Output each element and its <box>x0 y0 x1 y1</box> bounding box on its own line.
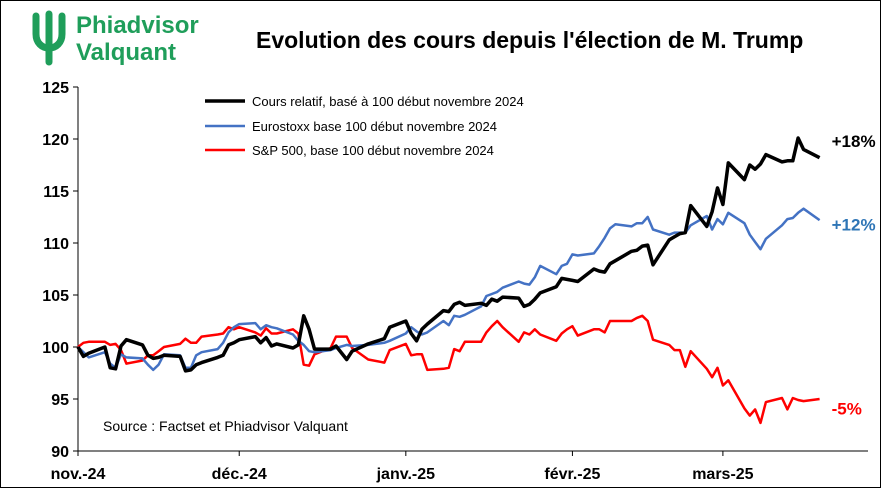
series-end-label: +12% <box>832 215 876 234</box>
y-tick-label: 100 <box>42 340 69 357</box>
logo-text-phiadvisor: Phiadvisor <box>76 12 199 39</box>
x-tick-label: nov.-24 <box>51 466 106 483</box>
series-end-label: +18% <box>832 132 876 151</box>
series-end-label: -5% <box>832 399 862 418</box>
y-tick-label: 95 <box>51 392 69 409</box>
y-tick-label: 125 <box>42 80 69 97</box>
x-tick-label: févr.-25 <box>544 466 600 483</box>
legend-entry: Eurostoxx base 100 début novembre 2024 <box>252 119 497 134</box>
phi-logo-icon <box>32 10 66 66</box>
y-tick-label: 110 <box>43 236 69 253</box>
series-line-sp500 <box>77 314 820 425</box>
legend-entry: Cours relatif, basé à 100 début novembre… <box>252 94 524 109</box>
x-tick-label: janv.-25 <box>376 466 436 483</box>
legend-entry: S&P 500, base 100 début novembre 2024 <box>252 143 494 158</box>
y-tick-label: 90 <box>51 444 69 461</box>
series-line-relative <box>76 136 821 373</box>
logo-text-valquant: Valquant <box>76 39 177 66</box>
y-tick-label: 105 <box>42 288 69 305</box>
chart-title: Evolution des cours depuis l'élection de… <box>256 27 804 53</box>
series-line-eurostoxx <box>77 207 821 372</box>
y-tick-label: 115 <box>43 184 69 201</box>
x-tick-label: déc.-24 <box>212 466 267 483</box>
source-note: Source : Factset et Phiadvisor Valquant <box>103 418 348 434</box>
x-tick-label: mars-25 <box>692 466 753 483</box>
y-tick-label: 120 <box>42 132 69 149</box>
